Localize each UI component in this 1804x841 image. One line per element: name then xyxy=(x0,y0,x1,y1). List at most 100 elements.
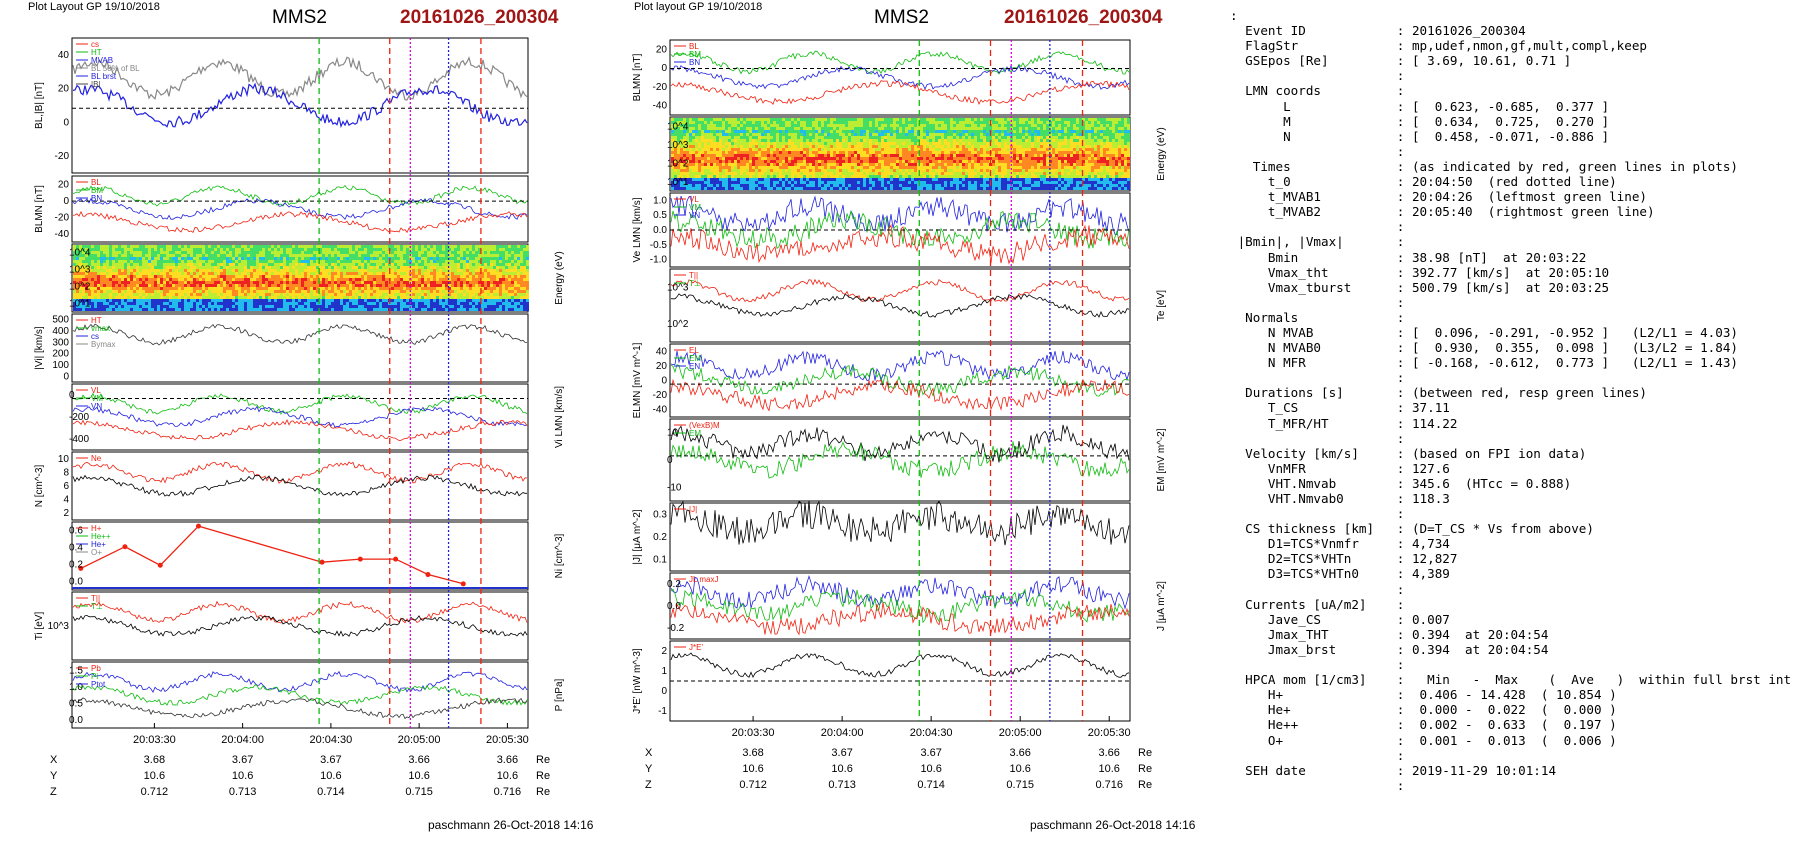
spectrogram-cell xyxy=(208,290,211,293)
spectrogram-cell xyxy=(800,157,803,160)
spectrogram-cell xyxy=(713,145,716,148)
spectrogram-cell xyxy=(310,278,313,281)
spectrogram-cell xyxy=(445,308,448,311)
spectrogram-cell xyxy=(743,154,746,157)
spectrogram-cell xyxy=(163,299,166,302)
spectrogram-cell xyxy=(94,287,97,290)
spectrogram-cell xyxy=(701,154,704,157)
spectrogram-cell xyxy=(836,172,839,175)
spectrogram-cell xyxy=(367,299,370,302)
spectrogram-cell xyxy=(91,251,94,254)
spectrogram-cell xyxy=(704,127,707,130)
y-tick-label: 400 xyxy=(52,326,69,337)
spectrogram-cell xyxy=(223,281,226,284)
spectrogram-cell xyxy=(259,275,262,278)
spectrogram-cell xyxy=(496,263,499,266)
spectrogram-cell xyxy=(286,305,289,308)
spectrogram-cell xyxy=(103,296,106,299)
spectrogram-cell xyxy=(289,290,292,293)
spectrogram-cell xyxy=(121,272,124,275)
spectrogram-cell xyxy=(124,257,127,260)
spectrogram-cell xyxy=(824,145,827,148)
spectrogram-cell xyxy=(88,248,91,251)
spectrogram-cell xyxy=(833,175,836,178)
spectrogram-cell xyxy=(376,275,379,278)
spectrogram-cell xyxy=(824,151,827,154)
x-tick-label: 20:04:00 xyxy=(221,734,264,746)
spectrogram-cell xyxy=(391,251,394,254)
spectrogram-cell xyxy=(737,160,740,163)
spectrogram-cell xyxy=(719,178,722,181)
spectrogram-cell xyxy=(370,269,373,272)
spectrogram-cell xyxy=(842,136,845,139)
spectrogram-cell xyxy=(439,245,442,248)
spectrogram-cell xyxy=(710,121,713,124)
spectrogram-cell xyxy=(683,184,686,187)
spectrogram-cell xyxy=(154,287,157,290)
spectrogram-cell xyxy=(259,308,262,311)
spectrogram-cell xyxy=(421,260,424,263)
spectrogram-cell xyxy=(692,148,695,151)
spectrogram-cell xyxy=(100,260,103,263)
spectrogram-cell xyxy=(734,154,737,157)
spectrogram-cell xyxy=(508,272,511,275)
spectrogram-cell xyxy=(671,148,674,151)
spectrogram-cell xyxy=(505,266,508,269)
spectrogram-cell xyxy=(262,293,265,296)
spectrogram-cell xyxy=(490,287,493,290)
spectrogram-cell xyxy=(704,133,707,136)
spectrogram-cell xyxy=(307,287,310,290)
spectrogram-cell xyxy=(379,251,382,254)
spectrogram-cell xyxy=(358,266,361,269)
spectrogram-cell xyxy=(427,290,430,293)
spectrogram-cell xyxy=(217,269,220,272)
spectrogram-cell xyxy=(220,290,223,293)
spectrogram-cell xyxy=(719,181,722,184)
spectrogram-cell xyxy=(445,281,448,284)
spectrogram-cell xyxy=(770,175,773,178)
spectrogram-cell xyxy=(481,272,484,275)
spectrogram-cell xyxy=(770,154,773,157)
spectrogram-cell xyxy=(169,293,172,296)
spectrogram-cell xyxy=(680,166,683,169)
spectrogram-cell xyxy=(460,299,463,302)
spectrogram-cell xyxy=(770,157,773,160)
spectrogram-cell xyxy=(88,254,91,257)
spectrogram-cell xyxy=(376,284,379,287)
spectrogram-cell xyxy=(478,275,481,278)
spectrogram-cell xyxy=(788,139,791,142)
spectrogram-cell xyxy=(418,284,421,287)
spectrogram-cell xyxy=(514,275,517,278)
spectrogram-cell xyxy=(142,299,145,302)
spectrogram-cell xyxy=(79,293,82,296)
spectrogram-cell xyxy=(94,266,97,269)
spectrogram-cell xyxy=(520,284,523,287)
spectrogram-cell xyxy=(106,293,109,296)
spectrogram-cell xyxy=(220,281,223,284)
spectrogram-cell xyxy=(683,127,686,130)
spectrogram-cell xyxy=(445,302,448,305)
spectrogram-cell xyxy=(686,133,689,136)
spectrogram-cell xyxy=(526,251,529,254)
spectrogram-cell xyxy=(106,302,109,305)
spectrogram-cell xyxy=(782,121,785,124)
spectrogram-cell xyxy=(310,254,313,257)
spectrogram-cell xyxy=(839,172,842,175)
spectrogram-cell xyxy=(460,293,463,296)
spectrogram-cell xyxy=(764,136,767,139)
spectrogram-cell xyxy=(722,136,725,139)
spectrogram-cell xyxy=(791,139,794,142)
spectrogram-cell xyxy=(328,272,331,275)
spectrogram-cell xyxy=(487,287,490,290)
spectrogram-cell xyxy=(487,254,490,257)
spectrogram-cell xyxy=(238,296,241,299)
spectrogram-cell xyxy=(205,251,208,254)
spectrogram-cell xyxy=(472,284,475,287)
spectrogram-cell xyxy=(764,145,767,148)
spectrogram-cell xyxy=(725,187,728,190)
spectrogram-cell xyxy=(235,302,238,305)
spectrogram-cell xyxy=(514,293,517,296)
spectrogram-cell xyxy=(415,299,418,302)
spectrogram-cell xyxy=(145,257,148,260)
spectrogram-cell xyxy=(472,278,475,281)
